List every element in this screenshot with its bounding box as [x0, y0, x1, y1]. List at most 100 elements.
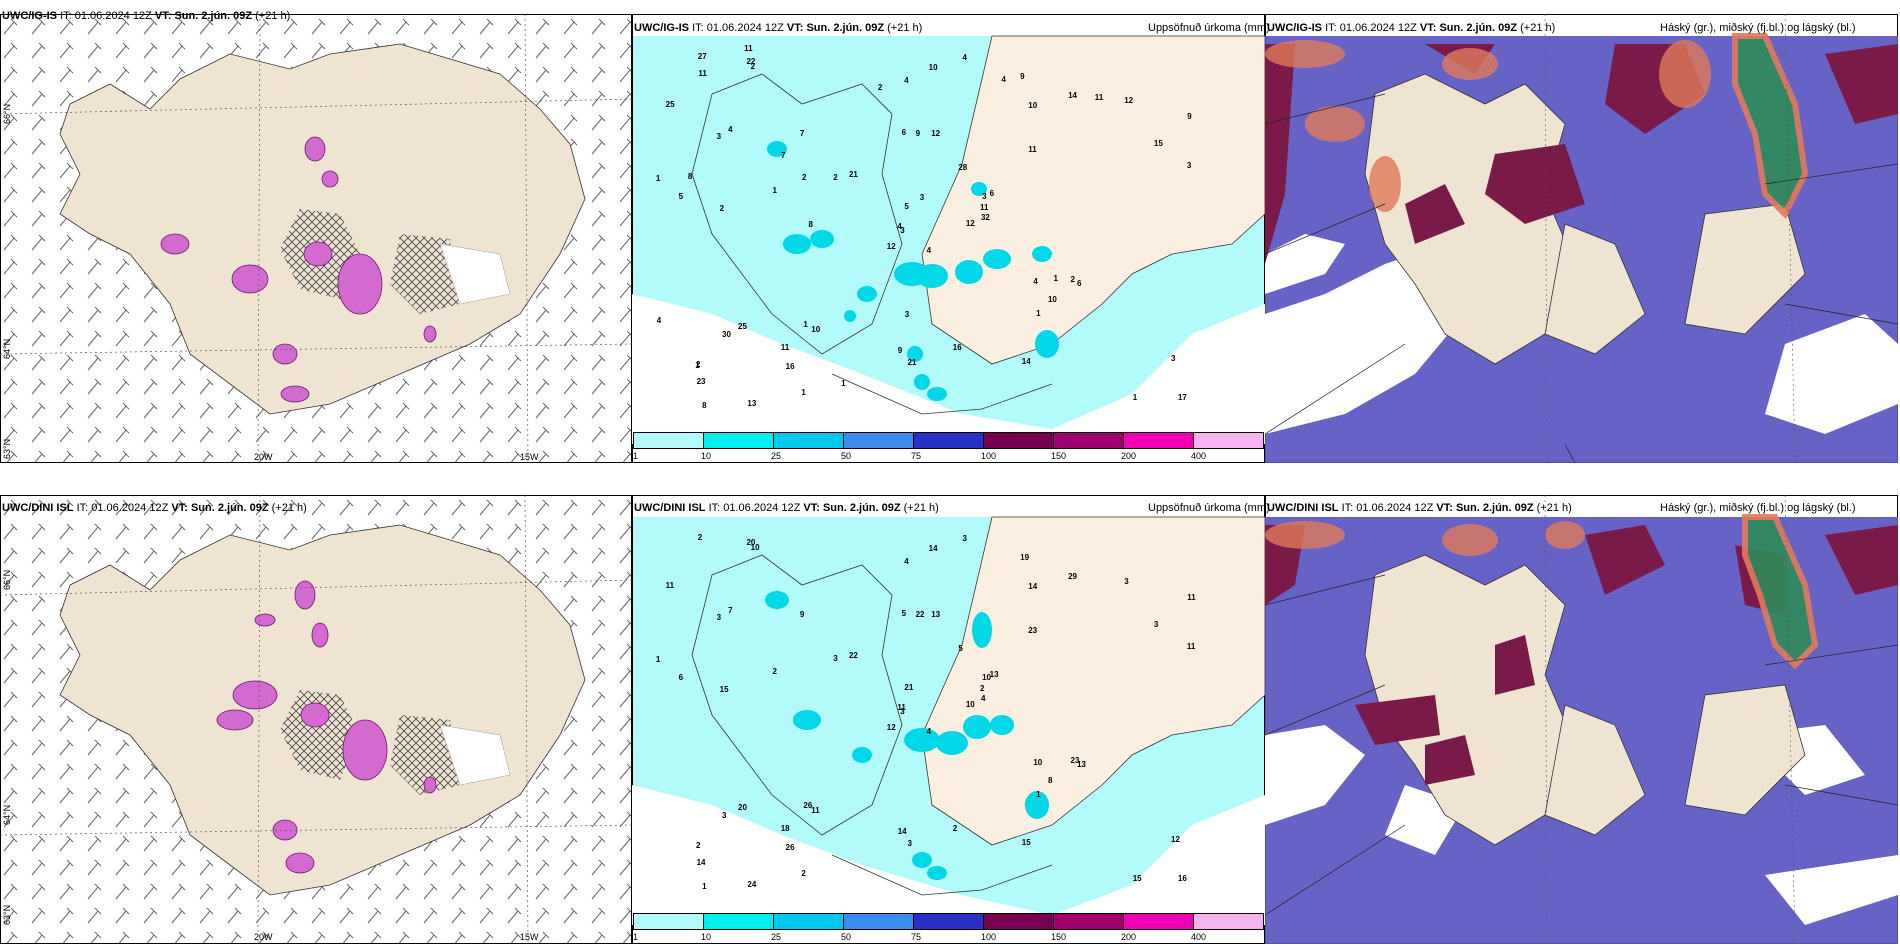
precip-value-label: 16 [785, 362, 795, 372]
precip-map-panel-bottom: 1 10 25 50 75 100 150 200 400 4 3 3 2 10 11 19… [632, 495, 1265, 944]
legend-swatch [1054, 914, 1124, 929]
precip-value-label: 11 [780, 342, 790, 352]
legend-swatch [1054, 433, 1124, 448]
lat-label-63: 63°N [2, 438, 12, 459]
legend-swatch [844, 433, 914, 448]
precip-value-label: 2 [801, 869, 806, 879]
wind-map-header-top: UWC/IG-IS IT: 01.06.2024 12Z VT: Sun. 2.… [2, 10, 291, 22]
precip-map-svg-bottom [632, 516, 1265, 925]
precip-value-label: 4 [897, 222, 902, 232]
precip-value-label: 1 [1132, 392, 1138, 402]
cloud-title-top: Háský (gr.), miðský (fj.bl.) og lágský (… [1660, 22, 1856, 34]
precip-value-label: 25 [738, 322, 747, 332]
precip-values-bottom: 4 3 3 2 10 11 19 13 14 10 10 16 15 11 12 23 24 5 5 20 22 14 26… [632, 495, 1265, 910]
precip-legend-bottom [633, 913, 1264, 930]
precip-value-label: 10 [928, 62, 938, 72]
legend-ticks-bottom: 1 10 25 50 75 100 150 200 400 [633, 932, 1207, 942]
legend-swatch [1124, 914, 1194, 929]
precip-value-label: 28 [958, 162, 968, 172]
precip-value-label: 11 [744, 44, 753, 54]
precip-value-label: 1 [655, 173, 661, 183]
precip-value-label: 4 [980, 693, 986, 703]
precip-value-label: 14 [897, 826, 907, 836]
precip-value-label: 14 [1068, 91, 1077, 101]
precip-value-label: 13 [1076, 760, 1086, 770]
precip-value-label: 2 [877, 83, 883, 93]
precip-value-label: 20 [746, 538, 756, 548]
precip-value-label: 29 [1068, 572, 1077, 582]
precip-value-label: 7 [728, 605, 733, 615]
precip-value-label: 3 [907, 839, 912, 849]
precip-value-label: 13 [931, 609, 941, 619]
precip-value-label: 4 [1001, 75, 1006, 85]
precip-value-label: 12 [931, 128, 941, 138]
precip-value-label: 10 [1033, 757, 1043, 767]
precip-value-label: 14 [928, 543, 938, 553]
precip-value-label: 23 [696, 377, 706, 387]
precip-value-label: 30 [722, 329, 731, 339]
precip-value-label: 12 [886, 242, 896, 252]
precip-value-label: 3 [722, 810, 727, 820]
precip-value-label: 4 [1033, 276, 1038, 286]
precip-value-label: 15 [1153, 139, 1163, 149]
precip-value-label: 12 [1171, 834, 1180, 844]
precip-value-label: 10 [982, 672, 991, 682]
precip-value-label: 4 [904, 557, 909, 567]
precip-value-label: 3 [1124, 577, 1129, 587]
precip-value-label: 20 [738, 803, 747, 813]
precip-value-label: 11 [1186, 641, 1196, 651]
lon-label-20w-top: 20W [254, 452, 273, 462]
wind-map-svg-bottom [0, 495, 632, 944]
lat-label-66: 66°N [2, 569, 12, 590]
precip-value-label: 13 [747, 398, 757, 408]
cloud-header-top: UWC/IG-IS IT: 01.06.2024 12Z VT: Sun. 2.… [1267, 22, 1556, 34]
lon-label-20w: 20W [254, 932, 273, 942]
precip-value-label: 6 [989, 188, 995, 198]
precip-legend-top [633, 432, 1264, 449]
precip-value-label: 1 [702, 881, 707, 891]
precip-value-label: 9 [897, 345, 903, 355]
lat-label-63: 63°N [2, 904, 12, 925]
precip-value-label: 3 [904, 309, 910, 319]
precip-value-label: 3 [1153, 620, 1159, 630]
precip-map-panel-top: 1 10 25 50 75 100 150 200 400 4 3 3 2 3 10 9 12… [632, 14, 1265, 463]
wind-map-panel-top: 66°N 64°N 63°N 15W [0, 14, 632, 463]
legend-swatch [914, 914, 984, 929]
precip-value-label: 6 [1076, 279, 1082, 289]
precip-value-label: 2 [695, 360, 701, 370]
precip-value-label: 11 [1028, 145, 1037, 155]
precip-value-label: 15 [719, 684, 729, 694]
legend-swatch [704, 914, 774, 929]
precip-value-label: 1 [772, 185, 777, 195]
legend-swatch [1194, 914, 1263, 929]
precip-value-label: 3 [833, 653, 838, 663]
precip-value-label: 2 [1070, 274, 1075, 284]
precip-value-label: 12 [886, 723, 896, 733]
precip-value-label: 2 [750, 62, 756, 72]
precip-value-label: 9 [1020, 71, 1025, 81]
precip-value-label: 7 [780, 150, 786, 160]
lon-label-15w: 15W [520, 932, 539, 942]
precip-value-label: 12 [965, 219, 975, 229]
lat-label-64: 64°N [2, 804, 12, 825]
precip-value-label: 3 [982, 191, 987, 201]
precip-value-label: 2 [772, 666, 777, 676]
precip-value-label: 26 [803, 800, 813, 810]
precip-value-label: 10 [965, 700, 975, 710]
wind-map-header-bottom: UWC/DINI ISL IT: 01.06.2024 12Z VT: Sun.… [2, 502, 307, 514]
cloud-map-panel-bottom [1265, 495, 1898, 944]
precip-value-label: 8 [702, 400, 707, 410]
precip-value-label: 11 [980, 202, 989, 212]
precip-value-label: 5 [678, 192, 684, 202]
precip-value-label: 7 [799, 129, 805, 139]
precip-value-label: 4 [728, 124, 733, 134]
precip-value-label: 3 [716, 131, 722, 141]
precip-value-label: 10 [811, 325, 821, 335]
precip-value-label: 4 [926, 726, 932, 736]
precip-value-label: 3 [900, 226, 905, 236]
precip-value-label: 8 [808, 219, 813, 229]
lat-label-66: 66°N [2, 103, 12, 124]
precip-value-label: 26 [785, 843, 795, 853]
precip-value-label: 9 [915, 128, 921, 138]
precip-value-label: 1 [1036, 790, 1041, 800]
